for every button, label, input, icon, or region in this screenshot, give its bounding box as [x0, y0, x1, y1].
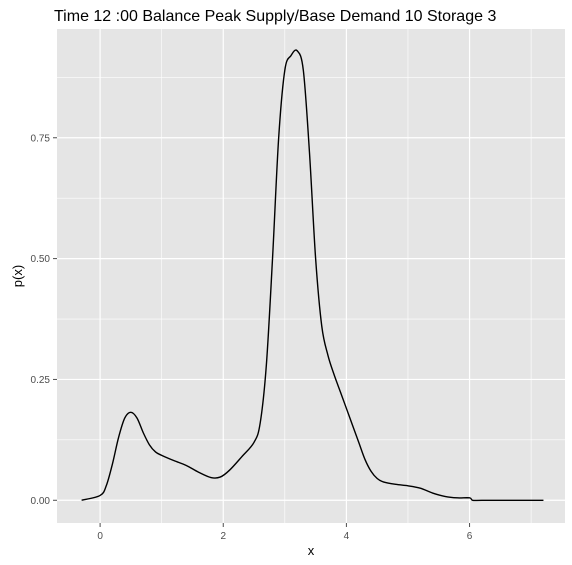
plot-panel — [57, 29, 565, 523]
x-tick-label: 2 — [220, 531, 226, 542]
chart-title: Time 12 :00 Balance Peak Supply/Base Dem… — [54, 8, 496, 25]
x-tick-label: 4 — [344, 531, 350, 542]
minor-gridlines — [57, 29, 565, 523]
x-axis: 0 2 4 6 — [97, 523, 473, 542]
density-line — [81, 49, 544, 502]
y-tick-label: 0.75 — [31, 133, 51, 144]
y-axis-title: p(x) — [10, 265, 25, 287]
y-tick-label: 0.00 — [31, 496, 51, 507]
x-tick-label: 6 — [467, 531, 473, 542]
y-tick-label: 0.50 — [31, 254, 51, 265]
y-tick-label: 0.25 — [31, 375, 51, 386]
x-tick-label: 0 — [97, 531, 103, 542]
y-axis: 0.00 0.25 0.50 0.75 — [31, 133, 57, 507]
x-axis-title: x — [308, 543, 315, 558]
